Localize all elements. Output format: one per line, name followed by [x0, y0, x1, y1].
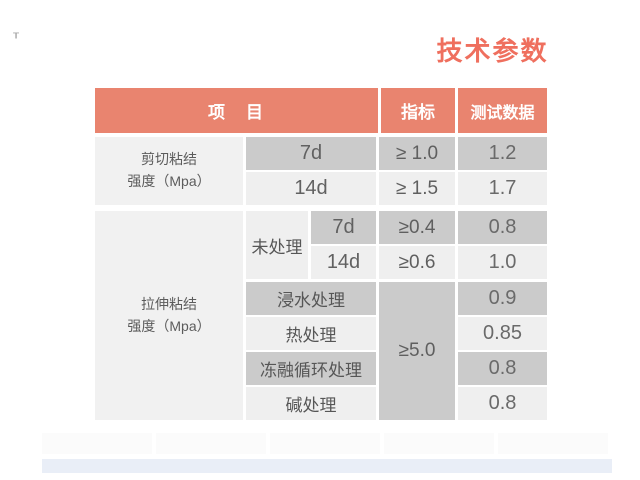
row-index: ≥0.6	[379, 246, 455, 279]
footer-ghost-block	[42, 433, 152, 454]
footer-ghost-block	[498, 433, 608, 454]
row-index: ≥0.4	[379, 211, 455, 244]
header-cell-test-data: 测试数据	[458, 88, 547, 133]
cell-untreated: 未处理	[246, 211, 308, 279]
row-sub-7d: 7d	[246, 137, 376, 170]
page-title: 技术参数	[436, 35, 549, 66]
row-sub-14d: 14d	[311, 246, 376, 279]
row-value: 1.2	[458, 137, 547, 170]
row-value: 0.8	[458, 211, 547, 244]
header-cell-index: 指标	[381, 88, 455, 133]
corner-mark: T	[13, 32, 20, 41]
row-value: 0.8	[458, 387, 547, 420]
section-label-shear-bond-strength: 剪切粘结 强度（Mpa）	[95, 137, 243, 205]
row-value: 0.8	[458, 352, 547, 385]
section-label-tensile-bond-strength: 拉伸粘结 强度（Mpa）	[95, 211, 243, 420]
row-label-alkali: 碱处理	[246, 387, 376, 420]
row-index: ≥ 1.5	[379, 172, 455, 205]
row-sub-7d: 7d	[311, 211, 376, 244]
row-label-freeze-thaw: 冻融循环处理	[246, 352, 376, 385]
row-index: ≥ 1.0	[379, 137, 455, 170]
footer-ghost-block	[384, 433, 494, 454]
row-label-heat-treatment: 热处理	[246, 317, 376, 350]
row-value: 1.0	[458, 246, 547, 279]
header-cell-item: 项 目	[95, 88, 378, 133]
merged-index-cell: ≥5.0	[379, 282, 455, 420]
footer-ghost-block	[156, 433, 266, 454]
footer-ghost-block	[270, 433, 380, 454]
row-value: 0.85	[458, 317, 547, 350]
footer-bar	[42, 459, 612, 473]
row-sub-14d: 14d	[246, 172, 376, 205]
row-label-water-immersion: 浸水处理	[246, 282, 376, 315]
row-value: 0.9	[458, 282, 547, 315]
row-value: 1.7	[458, 172, 547, 205]
